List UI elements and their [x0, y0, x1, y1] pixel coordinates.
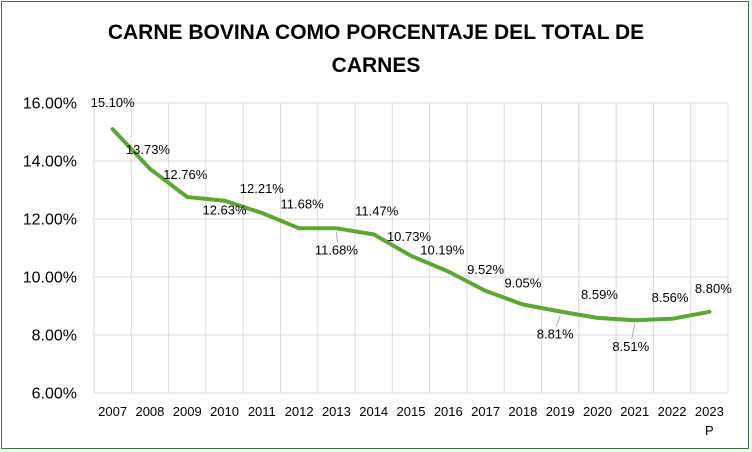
- data-label: 11.47%: [355, 203, 399, 218]
- data-label: 8.56%: [652, 290, 689, 305]
- x-tick-label: 2013: [322, 404, 351, 419]
- x-tick-label: 2022: [658, 404, 687, 419]
- y-tick-label: 16.00%: [23, 96, 77, 113]
- y-tick-label: 14.00%: [23, 154, 77, 171]
- x-tick-label: 2007: [98, 404, 127, 419]
- data-label: 8.80%: [695, 281, 732, 296]
- chart-title: CARNE BOVINA COMO PORCENTAJE DEL TOTAL D…: [0, 16, 752, 82]
- x-tick-label: 2015: [397, 404, 426, 419]
- x-tick-label: 2020: [583, 404, 612, 419]
- data-label: 15.10%: [91, 95, 136, 110]
- x-tick-label: 2010: [210, 404, 239, 419]
- y-tick-label: 6.00%: [32, 386, 77, 403]
- x-tick-label: 2012: [285, 404, 314, 419]
- x-tick-label: 2014: [359, 404, 388, 419]
- y-tick-label: 8.00%: [32, 328, 77, 345]
- data-label: 13.73%: [126, 142, 171, 157]
- data-label: 10.73%: [387, 229, 432, 244]
- data-label-leader: [555, 315, 561, 327]
- x-tick-label: 2023: [695, 404, 724, 419]
- x-tick-label: 2017: [471, 404, 500, 419]
- x-tick-label: 2019: [546, 404, 575, 419]
- x-tick-label: 2009: [173, 404, 202, 419]
- data-label: 12.76%: [163, 167, 208, 182]
- series-line: [110, 127, 712, 323]
- x-tick-label: 2008: [135, 404, 164, 419]
- x-tick-label: 2016: [434, 404, 463, 419]
- chart-title-line-2: CARNES: [331, 54, 421, 77]
- data-label: 12.63%: [202, 203, 247, 218]
- data-label: 8.59%: [581, 287, 618, 302]
- x-tick-label: 2018: [508, 404, 537, 419]
- x-tick-suffix: P: [705, 423, 714, 438]
- x-tick-label: 2021: [620, 404, 649, 419]
- data-label: 12.21%: [240, 181, 285, 196]
- data-label-leader: [631, 324, 636, 340]
- data-label: 11.68%: [315, 242, 359, 257]
- data-label: 8.81%: [537, 327, 574, 342]
- chart-title-line-1: CARNE BOVINA COMO PORCENTAJE DEL TOTAL D…: [107, 21, 645, 44]
- y-tick-label: 10.00%: [23, 270, 77, 287]
- data-label: 11.68%: [281, 196, 325, 211]
- y-tick-label: 12.00%: [23, 212, 77, 229]
- data-label: 8.51%: [612, 339, 649, 354]
- data-label: 9.05%: [504, 276, 541, 291]
- data-label-leader: [335, 232, 338, 243]
- data-label: 10.19%: [420, 242, 465, 257]
- data-label: 9.52%: [467, 262, 504, 277]
- x-tick-label: 2011: [248, 404, 276, 419]
